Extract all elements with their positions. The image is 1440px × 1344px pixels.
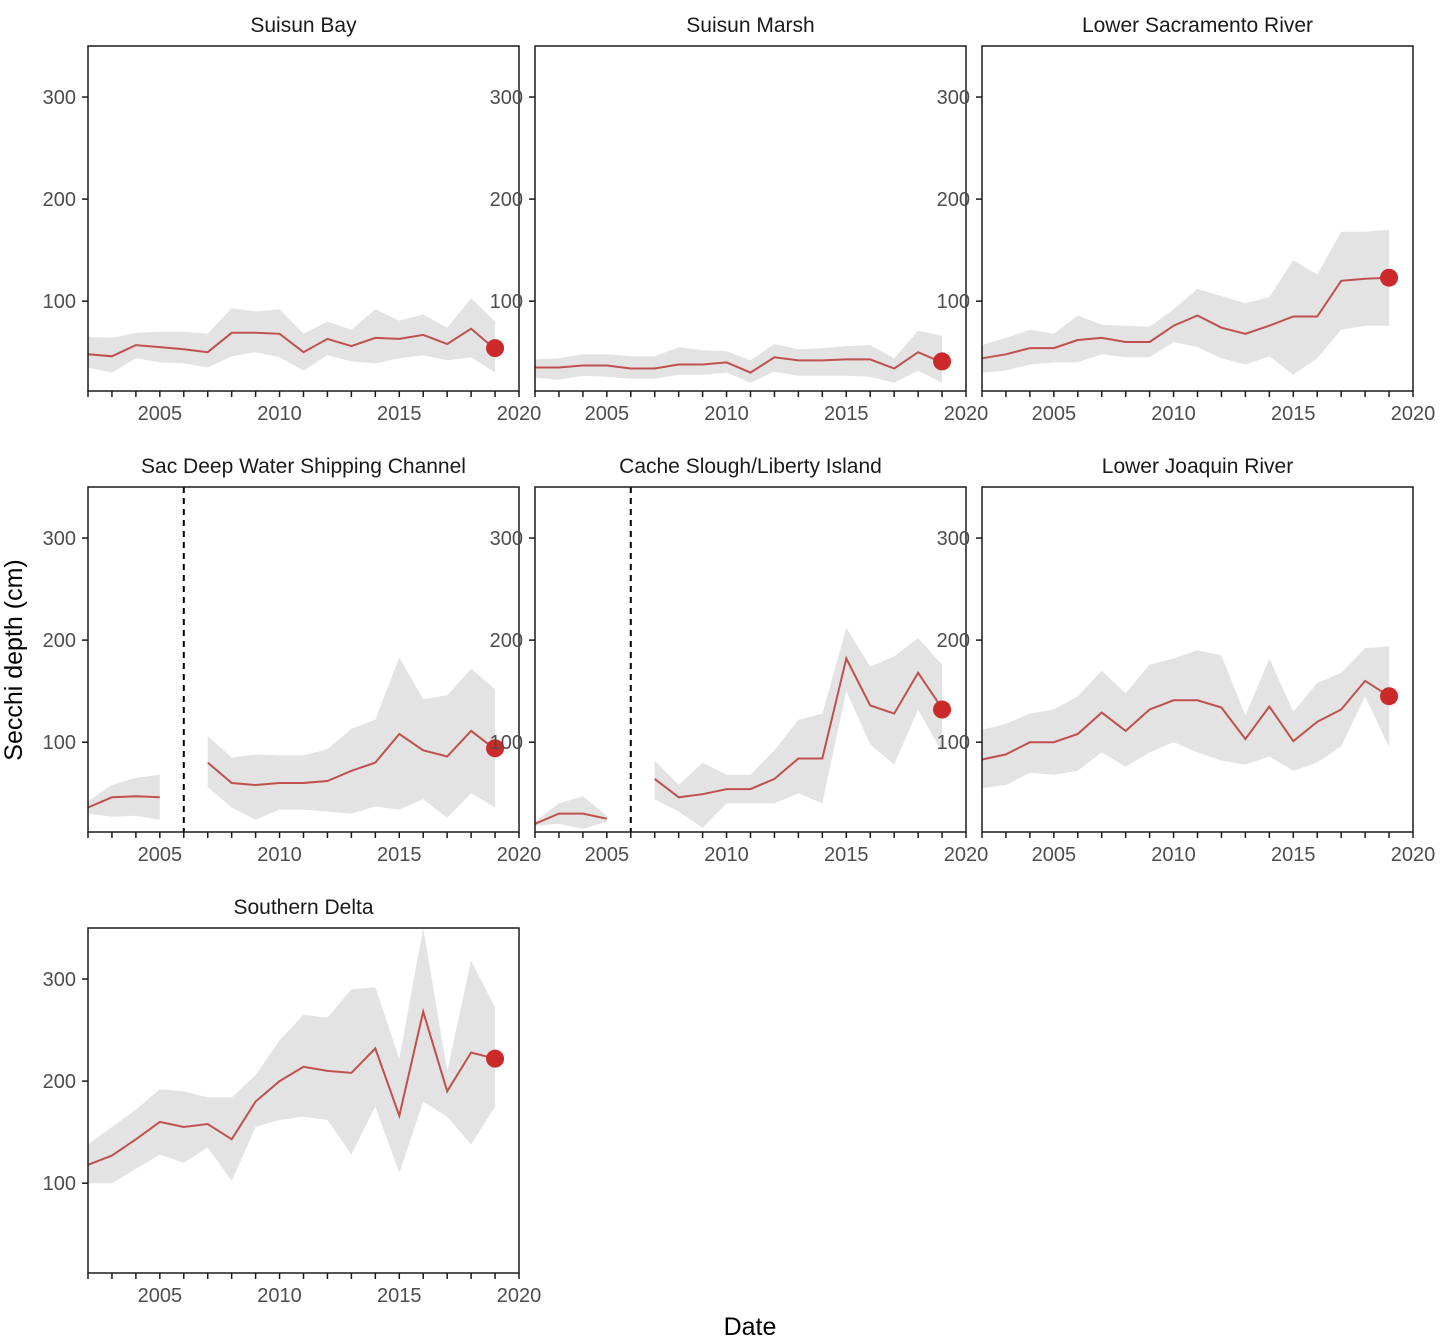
y-tick-label: 100: [490, 732, 523, 754]
panel-title: Southern Delta: [233, 896, 373, 919]
x-tick-label: 2015: [824, 844, 869, 866]
series-line: [535, 351, 943, 374]
series-line: [87, 327, 496, 358]
series-line: [981, 276, 1390, 360]
y-tick-label: 200: [490, 189, 523, 211]
highlight-point: [933, 352, 952, 371]
highlight-point: [1380, 687, 1399, 706]
panel: Lower Sacramento River 100 200 300 2005 2010 2…: [937, 14, 1436, 425]
y-tick-label: 100: [43, 1173, 76, 1195]
y-tick-label: 100: [937, 291, 970, 313]
x-tick-label: 2015: [377, 844, 422, 866]
panel: Sac Deep Water Shipping Channel 100 200 300…: [43, 455, 542, 866]
y-tick-label: 300: [937, 87, 970, 109]
panel: Southern Delta 100 200 300 2005 2010 2015 2020: [43, 896, 542, 1307]
confidence-band: [88, 298, 496, 373]
panel-title: Lower Joaquin River: [1102, 455, 1293, 478]
y-tick-label: 200: [43, 1071, 76, 1093]
x-tick-label: 2005: [1032, 403, 1077, 425]
x-tick-label: 2020: [1391, 403, 1436, 425]
y-tick-label: 300: [490, 528, 523, 550]
highlight-point: [486, 739, 505, 758]
y-tick-label: 300: [490, 87, 523, 109]
x-tick-label: 2005: [585, 844, 630, 866]
x-tick-label: 2015: [377, 1285, 422, 1307]
x-tick-label: 2010: [257, 403, 302, 425]
panel-title: Lower Sacramento River: [1082, 14, 1313, 37]
x-tick-label: 2020: [1391, 844, 1436, 866]
x-tick-label: 2010: [1151, 403, 1196, 425]
y-tick-label: 100: [490, 291, 523, 313]
x-tick-label: 2005: [138, 403, 183, 425]
x-tick-label: 2020: [944, 844, 989, 866]
panel-title: Suisun Marsh: [686, 14, 814, 37]
x-tick-label: 2015: [824, 403, 869, 425]
highlight-point: [486, 339, 505, 358]
confidence-band: [982, 646, 1390, 789]
x-tick-label: 2005: [585, 403, 630, 425]
series-line: [981, 679, 1390, 761]
y-tick-label: 200: [937, 189, 970, 211]
confidence-band: [982, 229, 1390, 375]
panel-title: Suisun Bay: [250, 14, 357, 37]
highlight-point: [1380, 268, 1399, 287]
series-line: [87, 795, 160, 809]
x-tick-label: 2020: [497, 403, 542, 425]
y-tick-label: 100: [43, 732, 76, 754]
x-tick-label: 2015: [1271, 844, 1316, 866]
y-tick-label: 200: [490, 630, 523, 652]
panel-border: [534, 45, 967, 392]
confidence-band: [207, 657, 496, 820]
confidence-band: [88, 928, 496, 1184]
series-line: [207, 729, 496, 787]
x-tick-label: 2010: [704, 403, 749, 425]
x-tick-label: 2015: [1271, 403, 1316, 425]
y-tick-label: 300: [43, 87, 76, 109]
highlight-point: [933, 700, 952, 719]
x-tick-label: 2010: [1151, 844, 1196, 866]
x-tick-label: 2010: [257, 844, 302, 866]
confidence-band: [654, 627, 943, 828]
x-tick-label: 2020: [497, 844, 542, 866]
series-line: [654, 655, 943, 799]
panel: Lower Joaquin River 100 200 300 2005 2010 2015…: [937, 455, 1436, 866]
x-tick-label: 2020: [497, 1285, 542, 1307]
series-line: [534, 812, 608, 825]
x-tick-label: 2005: [138, 844, 183, 866]
panel: Suisun Marsh 100 200 300 2005 2010 2015 2020: [490, 14, 989, 425]
x-tick-label: 2020: [944, 403, 989, 425]
x-tick-label: 2005: [1032, 844, 1077, 866]
panel-title: Cache Slough/Liberty Island: [619, 455, 882, 478]
highlight-point: [486, 1049, 505, 1068]
series-line: [87, 1007, 496, 1166]
x-tick-label: 2005: [138, 1285, 183, 1307]
x-tick-label: 2010: [704, 844, 749, 866]
confidence-band: [535, 330, 943, 383]
y-tick-label: 100: [43, 291, 76, 313]
y-tick-label: 300: [43, 528, 76, 550]
y-tick-label: 200: [43, 630, 76, 652]
panel: Cache Slough/Liberty Island 100 200 300 2005…: [490, 455, 989, 866]
panel: Suisun Bay 100 200 300 2005 2010 2015 2020: [43, 14, 542, 425]
x-tick-label: 2015: [377, 403, 422, 425]
y-tick-label: 300: [43, 969, 76, 991]
x-tick-label: 2010: [257, 1285, 302, 1307]
x-axis-title: Date: [724, 1313, 777, 1341]
y-axis-title: Secchi depth (cm): [0, 559, 28, 760]
y-tick-label: 100: [937, 732, 970, 754]
y-tick-label: 200: [937, 630, 970, 652]
panel-title: Sac Deep Water Shipping Channel: [141, 455, 466, 478]
y-tick-label: 200: [43, 189, 76, 211]
y-tick-label: 300: [937, 528, 970, 550]
